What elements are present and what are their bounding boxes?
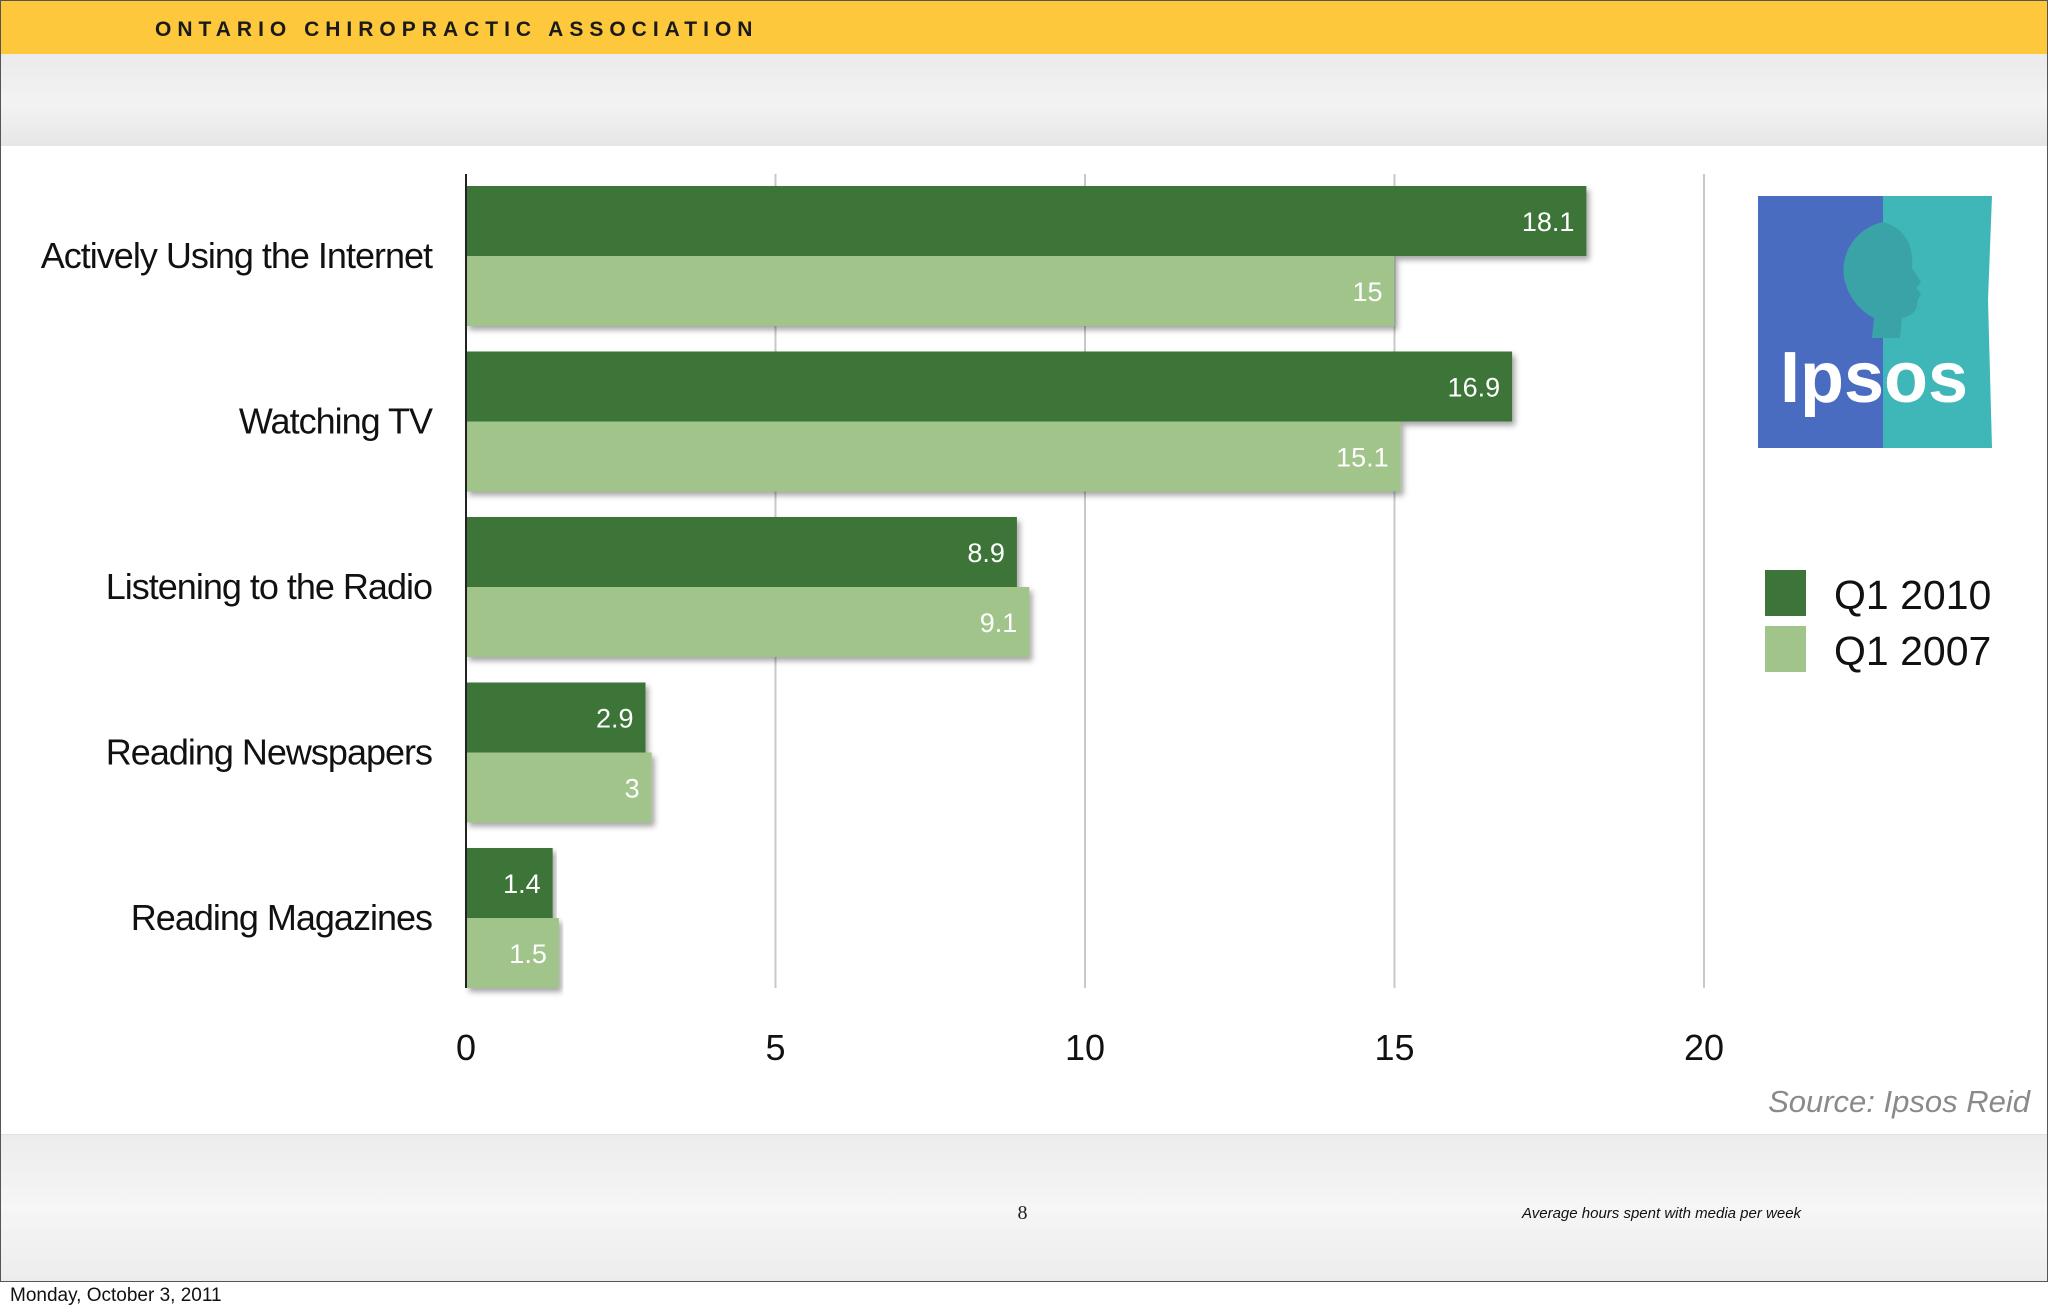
legend-label-q1-2007: Q1 2007 [1834, 628, 1991, 674]
bar-q1-2010 [466, 517, 1017, 587]
bars [466, 186, 1587, 988]
header-bar: ONTARIO CHIROPRACTIC ASSOCIATION [0, 0, 2048, 54]
category-label: Listening to the Radio [106, 566, 432, 607]
data-label: 1.4 [503, 869, 541, 899]
data-label: 15.1 [1336, 443, 1389, 473]
bar-q1-2007 [466, 256, 1395, 326]
category-label: Actively Using the Internet [41, 235, 433, 276]
bar-chart: 18.1 15 16.9 15.1 8.9 9.1 2.9 3 1.4 1.5 Actively … [41, 174, 2032, 1119]
data-label: 3 [625, 774, 640, 804]
data-label: 16.9 [1448, 373, 1501, 403]
bar-q1-2010 [466, 186, 1587, 256]
bar-q1-2007 [466, 421, 1401, 492]
source-label: Source: Ipsos Reid [1768, 1084, 2032, 1119]
category-label: Watching TV [239, 401, 433, 442]
bar-q1-2007 [466, 918, 559, 988]
x-tick-label: 5 [765, 1027, 785, 1068]
bar-q1-2010 [466, 351, 1513, 422]
legend-label-q1-2010: Q1 2010 [1834, 572, 1991, 618]
bar-q1-2010 [466, 682, 646, 753]
data-label: 1.5 [509, 939, 547, 969]
category-label: Reading Magazines [131, 897, 432, 938]
data-label: 15 [1352, 277, 1382, 307]
bar-q1-2007 [466, 587, 1030, 657]
category-labels: Actively Using the Internet Watching TV Li… [41, 235, 434, 938]
data-label: 2.9 [596, 704, 634, 734]
category-label: Reading Newspapers [106, 732, 432, 773]
header-title: ONTARIO CHIROPRACTIC ASSOCIATION [155, 18, 759, 41]
legend-swatch-q1-2007 [1765, 626, 1806, 672]
legend-swatch-q1-2010 [1765, 570, 1806, 616]
print-date: Monday, October 3, 2011 [10, 1285, 222, 1306]
x-tick-label: 15 [1374, 1027, 1414, 1068]
ipsos-logo: Ipsos [1758, 196, 1992, 448]
data-label: 18.1 [1522, 207, 1575, 237]
footer-band [0, 1134, 2048, 1281]
x-tick-label: 20 [1684, 1027, 1724, 1068]
bar-q1-2007 [466, 752, 652, 823]
data-label: 9.1 [980, 608, 1018, 638]
x-tick-labels: 0 5 10 15 20 [456, 1027, 1724, 1068]
x-tick-label: 10 [1065, 1027, 1105, 1068]
logo-text: Ipsos [1780, 338, 1968, 418]
footer-note: Average hours spent with media per week [1522, 1205, 1802, 1222]
data-labels: 18.1 15 16.9 15.1 8.9 9.1 2.9 3 1.4 1.5 [503, 207, 1574, 969]
data-label: 8.9 [967, 538, 1005, 568]
x-tick-label: 0 [456, 1027, 476, 1068]
logo-profile-icon [1843, 222, 1921, 338]
page-number: 8 [1017, 1202, 1028, 1224]
bar-q1-2010 [466, 848, 553, 918]
legend: Q1 2010 Q1 2007 [1765, 570, 1991, 674]
title-band [0, 54, 2048, 147]
